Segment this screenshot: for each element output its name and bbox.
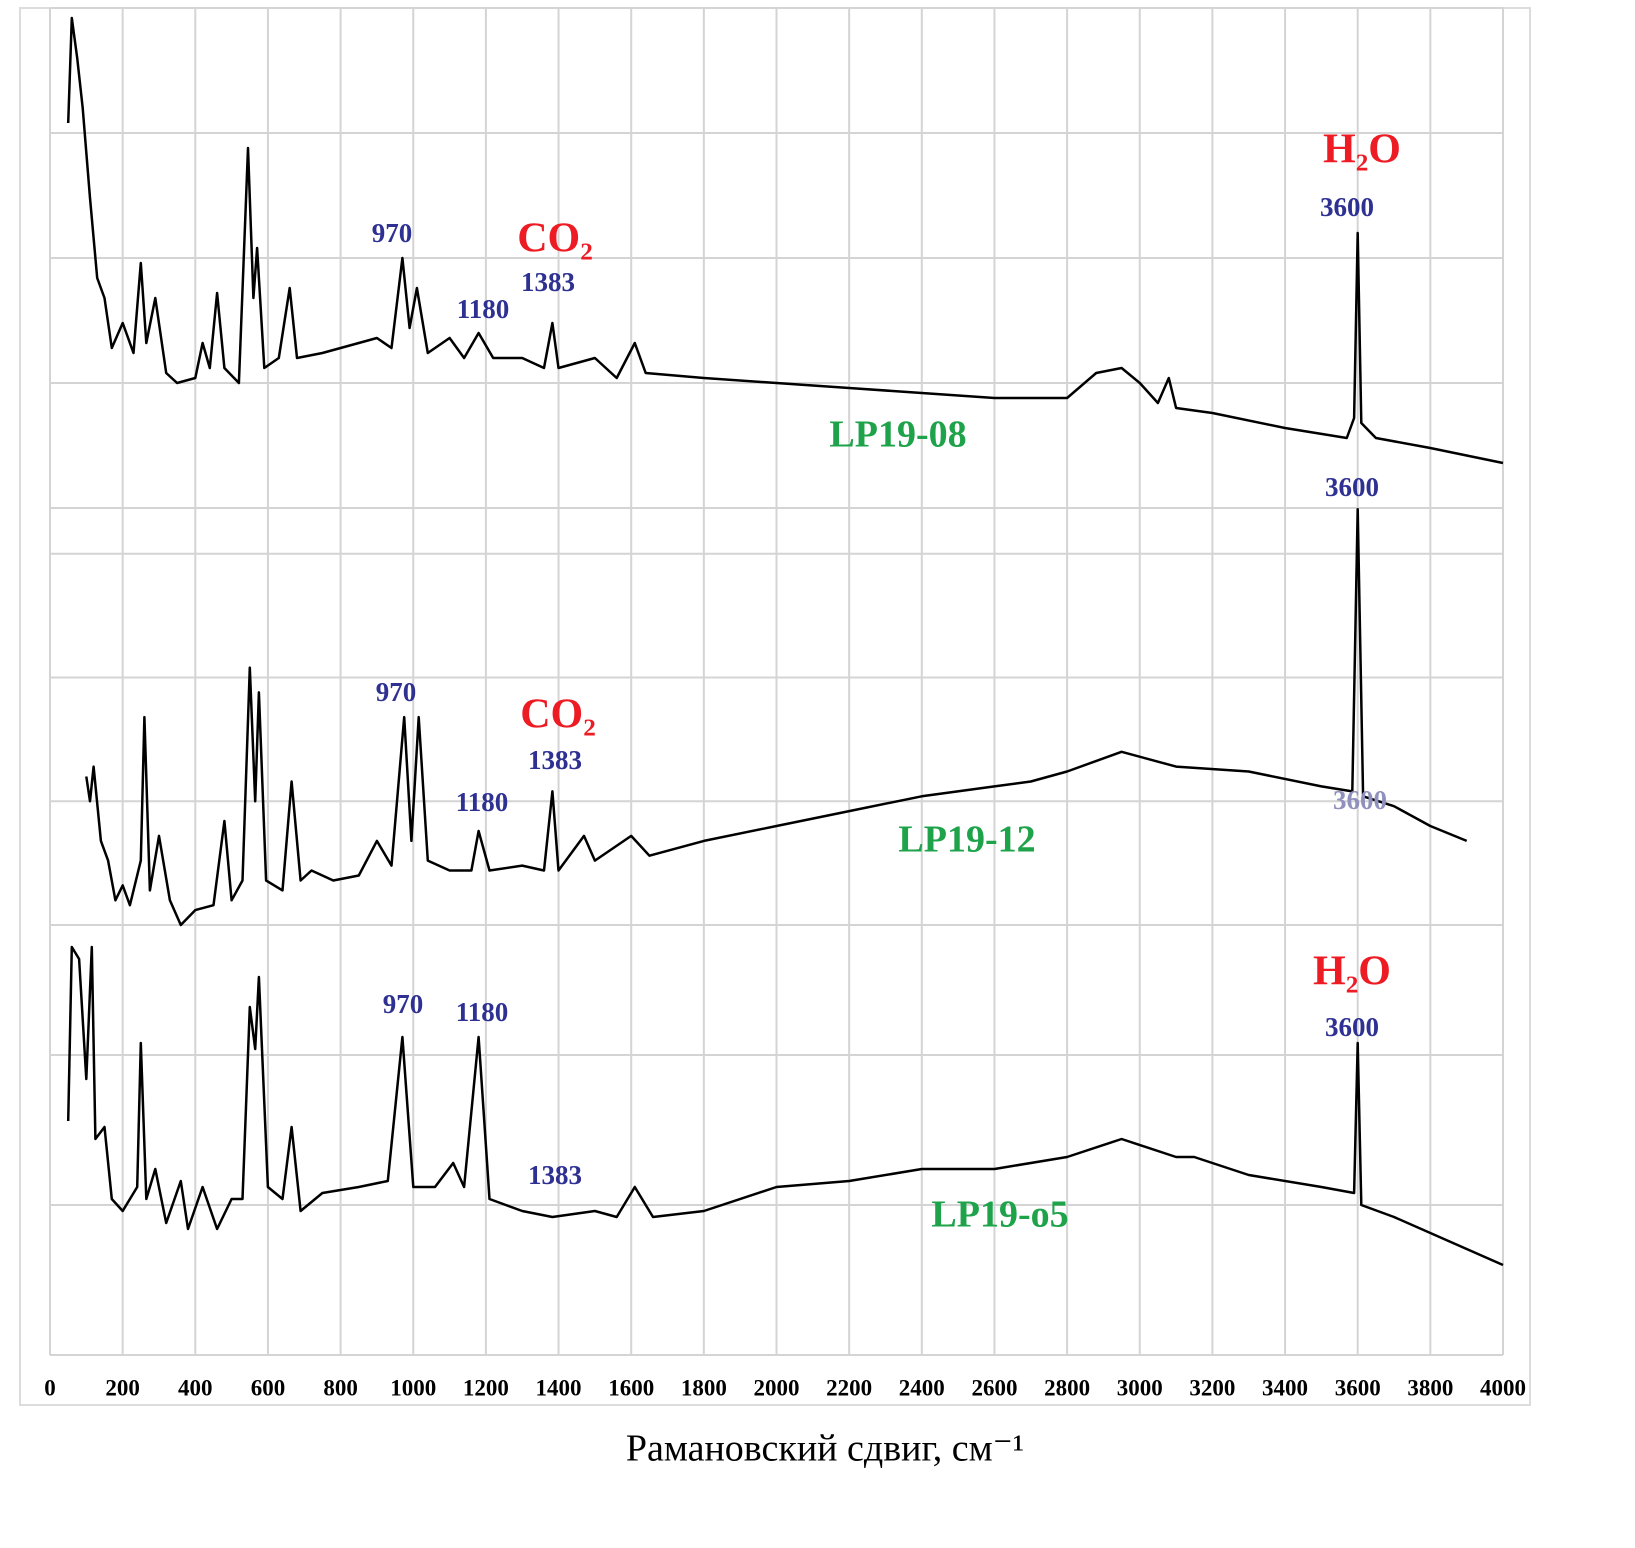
- annotation: 3600: [1333, 785, 1387, 815]
- x-tick-label: 4000: [1480, 1375, 1526, 1400]
- x-tick-label: 400: [178, 1375, 213, 1400]
- x-tick-label: 2200: [826, 1375, 872, 1400]
- annotation: CO₂: [520, 692, 596, 738]
- x-tick-label: 3000: [1117, 1375, 1163, 1400]
- annotation: 1383: [528, 745, 582, 775]
- x-tick-label: 200: [105, 1375, 140, 1400]
- annotation: 3600: [1320, 192, 1374, 222]
- annotation: 1180: [456, 787, 509, 817]
- x-tick-label: 2400: [899, 1375, 945, 1400]
- x-tick-label: 1800: [681, 1375, 727, 1400]
- annotation: 970: [383, 989, 424, 1019]
- annotation: H₂O: [1313, 949, 1391, 995]
- annotation: LP19-12: [898, 819, 1035, 861]
- x-tick-label: 1400: [536, 1375, 582, 1400]
- annotation: 3600: [1325, 1012, 1379, 1042]
- x-tick-label: 3800: [1407, 1375, 1453, 1400]
- x-tick-label: 1600: [608, 1375, 654, 1400]
- x-tick-label: 3200: [1189, 1375, 1235, 1400]
- annotation: H₂O: [1323, 127, 1401, 173]
- annotation: 1180: [457, 294, 510, 324]
- x-tick-label: 1200: [463, 1375, 509, 1400]
- x-tick-label: 2800: [1044, 1375, 1090, 1400]
- annotation: 1383: [521, 267, 575, 297]
- x-tick-label: 800: [323, 1375, 358, 1400]
- annotation: CO₂: [517, 216, 593, 262]
- annotation: LP19-o5: [931, 1194, 1068, 1236]
- annotation: 1180: [456, 997, 509, 1027]
- x-tick-label: 3600: [1335, 1375, 1381, 1400]
- annotation: 3600: [1325, 472, 1379, 502]
- x-tick-label: 0: [44, 1375, 56, 1400]
- x-tick-label: 2600: [971, 1375, 1017, 1400]
- annotation: 970: [376, 677, 417, 707]
- x-tick-label: 2000: [754, 1375, 800, 1400]
- x-tick-label: 600: [251, 1375, 286, 1400]
- spectrum-line: [66, 16, 1504, 465]
- spectrum-line: [85, 507, 1468, 927]
- x-axis-label: Рамановский сдвиг, см⁻¹: [626, 1428, 1024, 1470]
- annotation: 1383: [528, 1160, 582, 1190]
- x-tick-label: 3400: [1262, 1375, 1308, 1400]
- x-tick-label: 1000: [390, 1375, 436, 1400]
- annotation: LP19-08: [829, 414, 966, 456]
- spectrum-line: [66, 945, 1504, 1267]
- annotation: 970: [372, 218, 413, 248]
